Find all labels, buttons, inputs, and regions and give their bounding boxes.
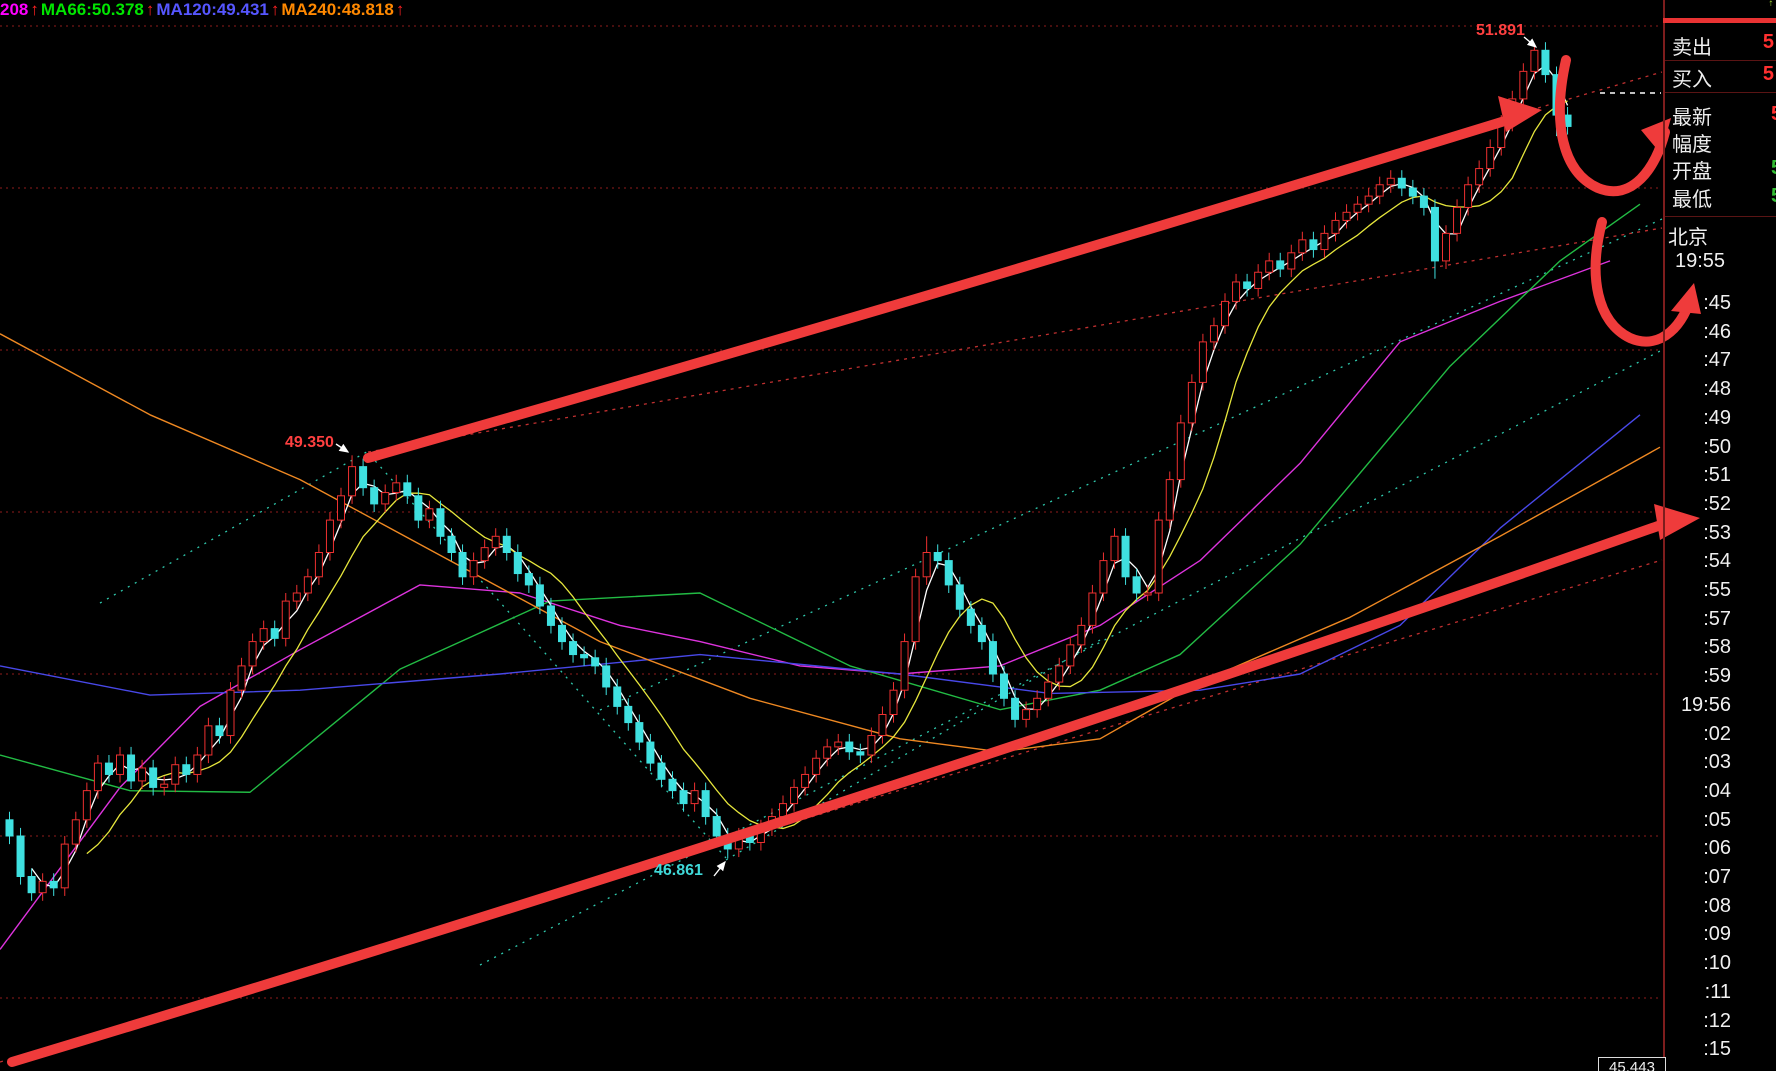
tick-time: :02	[1703, 722, 1731, 745]
tick-time: :11	[1704, 980, 1731, 1003]
tick-time: :04	[1703, 779, 1731, 802]
quote-label: 买入	[1672, 69, 1712, 91]
price-marker-box: 45.443	[1598, 1057, 1666, 1071]
quote-row[interactable]: 卖出 5	[1663, 31, 1776, 59]
tick-time: :08	[1703, 894, 1731, 917]
clipped-value-fragment: 5	[1771, 157, 1776, 175]
tick-time: :55	[1703, 579, 1731, 601]
ma-indicator-item: MA120:49.431	[156, 0, 269, 19]
beijing-label: 北京	[1668, 227, 1708, 249]
quote-label: 卖出	[1672, 37, 1712, 59]
tick-time: :53	[1703, 521, 1731, 544]
info-row: 开盘 5	[1663, 155, 1776, 183]
tick-time: :07	[1703, 866, 1731, 888]
price-label: 49.350	[285, 434, 334, 451]
tick-time: :46	[1703, 320, 1731, 343]
tick-time: :51	[1703, 464, 1731, 487]
corner-text-fragment: ↑	[1768, 0, 1776, 6]
tick-time: :06	[1703, 837, 1731, 860]
tick-time: :57	[1703, 607, 1731, 630]
price-label: 46.861	[654, 862, 703, 879]
panel-separator	[1665, 216, 1776, 217]
info-row: 最新 5	[1663, 101, 1776, 129]
price-label: 51.891	[1476, 22, 1525, 39]
panel-divider	[1663, 0, 1665, 1071]
up-arrow-icon: ↑	[395, 0, 405, 19]
tick-time: 19:56	[1680, 693, 1731, 716]
quote-value: 5	[1762, 31, 1774, 53]
up-arrow-icon: ↑	[30, 0, 39, 19]
tick-time: :47	[1703, 349, 1731, 372]
panel-separator	[1665, 92, 1776, 93]
clipped-value-fragment: 5	[1771, 103, 1776, 121]
ma-indicator-item: MA66:50.378	[40, 0, 144, 19]
panel-top-bar	[1663, 18, 1776, 23]
tick-time: :12	[1703, 1009, 1731, 1032]
tick-time: :59	[1703, 665, 1731, 688]
tick-time: :05	[1703, 808, 1731, 831]
up-arrow-icon: ↑	[145, 0, 155, 19]
tick-time: :03	[1703, 751, 1731, 774]
info-label: 最新	[1672, 107, 1712, 129]
ma-indicator-item: MA240:48.818	[281, 0, 394, 19]
tick-time: :48	[1703, 378, 1731, 401]
quote-row[interactable]: 买入 5	[1663, 63, 1776, 91]
quote-value: 5	[1762, 63, 1774, 85]
tick-time: :50	[1703, 435, 1731, 458]
tick-time: :45	[1703, 292, 1731, 314]
ma-indicator-item: 208	[0, 0, 29, 19]
beijing-time: 19:55	[1675, 250, 1726, 272]
up-arrow-icon: ↑	[270, 0, 280, 19]
tick-time: :15	[1703, 1038, 1731, 1061]
ma-indicator-bar: 208 ↑ MA66:50.378 ↑ MA120:49.431 ↑ MA240:48.81…	[0, 0, 406, 19]
tick-time: :58	[1703, 636, 1731, 659]
tick-time: :52	[1703, 492, 1731, 515]
tick-time: :49	[1703, 406, 1731, 429]
info-row: 幅度	[1663, 128, 1776, 156]
info-label: 开盘	[1672, 161, 1712, 183]
panel-separator	[1665, 60, 1776, 61]
info-label: 最低	[1672, 189, 1712, 211]
info-row: 最低 5	[1663, 183, 1776, 211]
tick-time: :09	[1703, 923, 1731, 946]
tick-time: :10	[1703, 952, 1731, 975]
clipped-value-fragment: 5	[1771, 185, 1776, 203]
info-label: 幅度	[1672, 134, 1712, 156]
tick-time: :54	[1703, 550, 1731, 573]
